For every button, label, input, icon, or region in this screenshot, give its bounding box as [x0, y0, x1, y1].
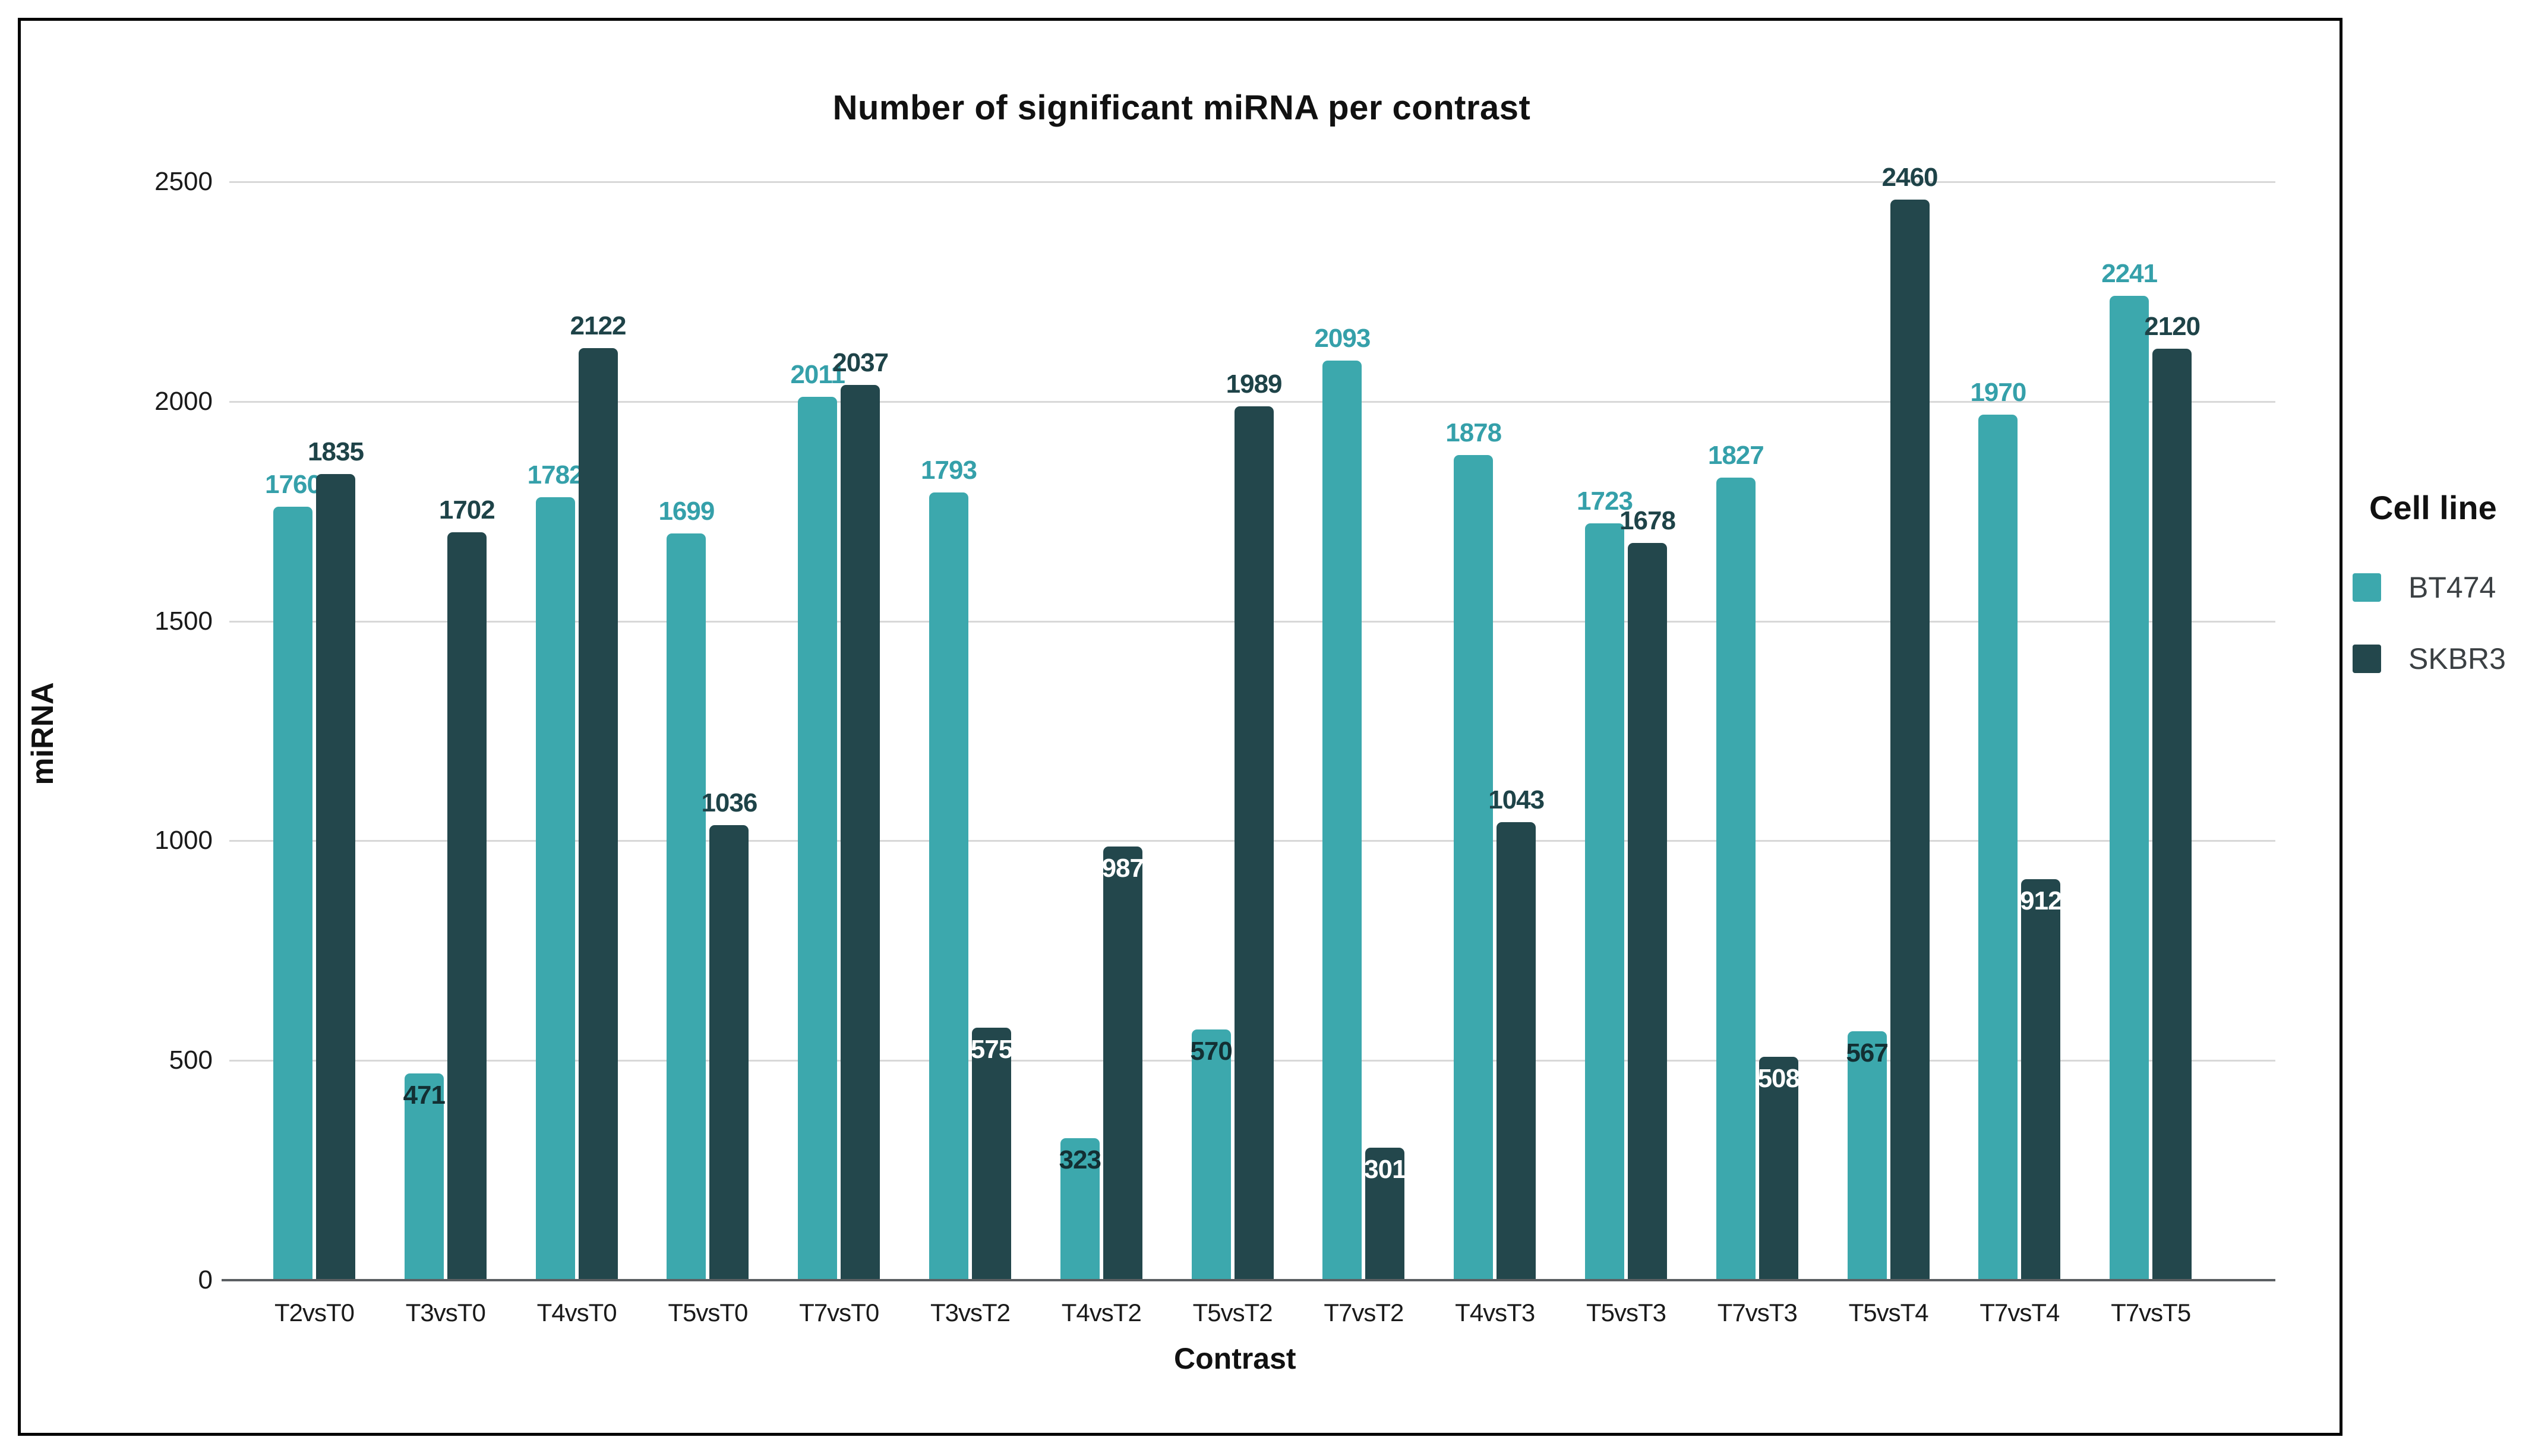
x-tick-label: T3vsT2 — [930, 1299, 1011, 1326]
x-axis-title: Contrast — [1174, 1342, 1296, 1375]
bar-bt474-T7vsT4 — [1978, 414, 2018, 1280]
x-tick-label: T2vsT0 — [274, 1299, 355, 1326]
x-tick-label: T5vsT0 — [668, 1299, 748, 1326]
bar-skbr3-T3vsT0 — [447, 532, 487, 1280]
legend: Cell line BT474 SKBR3 — [2353, 487, 2531, 713]
bar-value-label: 2037 — [832, 348, 889, 378]
x-tick-label: T7vsT5 — [2111, 1299, 2191, 1326]
chart-title: Number of significant miRNA per contrast — [832, 89, 1531, 127]
bar-value-label: 1835 — [308, 437, 364, 466]
y-tick-label: 1500 — [154, 606, 213, 636]
bar-value-label: 2093 — [1314, 324, 1371, 353]
bar-bt474-T7vsT3 — [1716, 477, 1756, 1280]
bar-skbr3-T7vsT2 — [1365, 1148, 1405, 1280]
bar-bt474-T7vsT5 — [2110, 295, 2149, 1280]
bar-value-label: 575 — [970, 1034, 1013, 1064]
bar-bt474-T4vsT3 — [1454, 455, 1494, 1280]
bar-skbr3-T2vsT0 — [316, 473, 355, 1280]
bar-bt474-T3vsT2 — [929, 492, 968, 1280]
y-tick-label: 500 — [169, 1046, 213, 1075]
bar-bt474-T4vsT2 — [1060, 1138, 1100, 1280]
bar-bt474-T5vsT2 — [1191, 1029, 1231, 1280]
x-tick-label: T5vsT2 — [1192, 1299, 1273, 1326]
x-tick-label: T5vsT4 — [1848, 1299, 1929, 1326]
legend-entry-label: SKBR3 — [2408, 642, 2506, 675]
bar-value-label: 1036 — [701, 788, 757, 817]
bar-skbr3-T5vsT2 — [1234, 406, 1274, 1280]
bar-value-label: 1678 — [1619, 506, 1676, 535]
legend-entries: BT474 SKBR3 — [2353, 570, 2531, 676]
x-tick-label: T7vsT4 — [1979, 1299, 2060, 1326]
bar-skbr3-T5vsT0 — [709, 825, 749, 1280]
bar-skbr3-T5vsT3 — [1628, 542, 1667, 1280]
bar-value-label: 2241 — [2101, 258, 2158, 288]
legend-entry-label: BT474 — [2408, 571, 2496, 604]
gridline — [229, 400, 2275, 403]
bar-bt474-T5vsT3 — [1585, 523, 1624, 1280]
bar-value-label: 567 — [1846, 1038, 1888, 1067]
bar-value-label: 1699 — [658, 497, 715, 526]
legend-swatch-skbr3-icon — [2353, 645, 2381, 673]
bar-value-label: 2011 — [790, 359, 845, 389]
y-tick-label: 2000 — [154, 386, 213, 416]
bar-value-label: 301 — [1364, 1155, 1406, 1185]
bar-skbr3-T7vsT0 — [841, 385, 880, 1280]
bar-skbr3-T7vsT3 — [1758, 1057, 1798, 1280]
x-axis-line — [222, 1279, 2275, 1281]
x-tick-label: T4vsT3 — [1455, 1299, 1535, 1326]
bar-value-label: 508 — [1757, 1064, 1800, 1094]
bar-value-label: 1793 — [921, 455, 977, 485]
y-tick-label: 1000 — [154, 826, 213, 855]
bar-bt474-T7vsT2 — [1322, 361, 1362, 1280]
x-tick-label: T4vsT0 — [536, 1299, 617, 1326]
x-tick-label: T4vsT2 — [1061, 1299, 1142, 1326]
bar-value-label: 323 — [1059, 1145, 1101, 1175]
bar-skbr3-T4vsT0 — [578, 348, 618, 1280]
x-tick-label: T7vsT0 — [799, 1299, 879, 1326]
y-tick-label: 0 — [198, 1265, 213, 1294]
bar-bt474-T5vsT0 — [667, 533, 706, 1280]
bar-bt474-T4vsT0 — [535, 497, 575, 1280]
bar-value-label: 1878 — [1445, 418, 1502, 448]
bar-value-label: 2460 — [1881, 162, 1939, 192]
y-axis-title: miRNA — [26, 682, 60, 785]
x-tick-label: T5vsT3 — [1586, 1299, 1666, 1326]
bar-skbr3-T7vsT5 — [2152, 349, 2192, 1280]
bar-value-label: 1782 — [527, 460, 584, 490]
bar-value-label: 1702 — [438, 495, 495, 525]
bar-skbr3-T3vsT2 — [972, 1027, 1011, 1280]
bar-value-label: 1970 — [1970, 377, 2026, 407]
bar-skbr3-T4vsT2 — [1103, 847, 1142, 1280]
bar-value-label: 2122 — [570, 311, 627, 340]
bar-value-label: 912 — [2020, 886, 2062, 916]
bar-skbr3-T5vsT4 — [1890, 199, 1930, 1280]
y-tick-label: 2500 — [154, 167, 213, 196]
bar-value-label: 1827 — [1707, 440, 1764, 470]
bar-value-label: 1989 — [1226, 369, 1283, 399]
bar-bt474-T3vsT0 — [404, 1073, 444, 1280]
legend-entry-bt474: BT474 — [2353, 570, 2531, 605]
bar-value-label: 987 — [1101, 854, 1144, 883]
bar-value-label: 471 — [403, 1080, 446, 1110]
bar-value-label: 570 — [1190, 1037, 1232, 1066]
bar-bt474-T2vsT0 — [273, 507, 312, 1280]
gridline — [229, 181, 2275, 183]
x-tick-label: T7vsT3 — [1717, 1299, 1798, 1326]
x-tick-label: T7vsT2 — [1324, 1299, 1404, 1326]
bar-bt474-T5vsT4 — [1847, 1031, 1887, 1280]
bar-skbr3-T7vsT4 — [2021, 879, 2061, 1280]
bar-bt474-T7vsT0 — [798, 396, 838, 1280]
legend-entry-skbr3: SKBR3 — [2353, 642, 2531, 676]
legend-title: Cell line — [2369, 489, 2497, 526]
bar-value-label: 1760 — [265, 470, 321, 500]
bar-value-label: 1043 — [1488, 785, 1545, 814]
legend-swatch-bt474-icon — [2353, 573, 2381, 602]
bar-value-label: 2120 — [2144, 312, 2200, 342]
bar-skbr3-T4vsT3 — [1497, 822, 1536, 1280]
bar-value-label: 1723 — [1577, 486, 1633, 516]
x-tick-label: T3vsT0 — [405, 1299, 486, 1326]
